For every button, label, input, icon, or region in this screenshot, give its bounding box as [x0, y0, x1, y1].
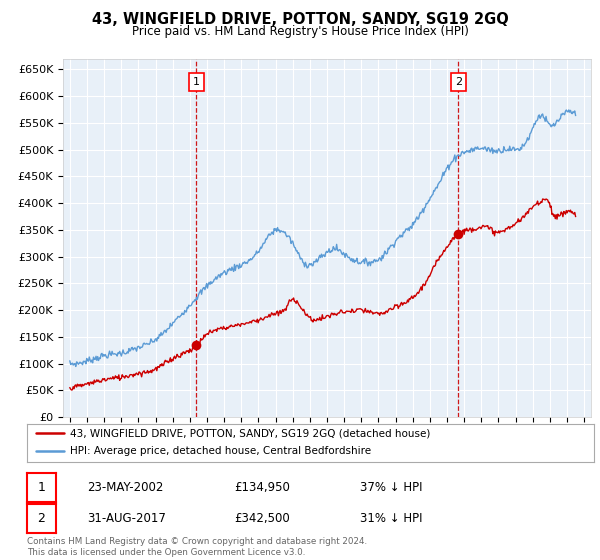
- Text: £134,950: £134,950: [234, 481, 290, 494]
- Text: 43, WINGFIELD DRIVE, POTTON, SANDY, SG19 2GQ: 43, WINGFIELD DRIVE, POTTON, SANDY, SG19…: [92, 12, 508, 27]
- Text: 2: 2: [455, 77, 462, 87]
- Text: HPI: Average price, detached house, Central Bedfordshire: HPI: Average price, detached house, Cent…: [70, 446, 371, 456]
- Text: 31% ↓ HPI: 31% ↓ HPI: [360, 512, 422, 525]
- Text: 1: 1: [193, 77, 200, 87]
- Text: Price paid vs. HM Land Registry's House Price Index (HPI): Price paid vs. HM Land Registry's House …: [131, 25, 469, 38]
- Text: 23-MAY-2002: 23-MAY-2002: [87, 481, 163, 494]
- Text: 1: 1: [37, 481, 46, 494]
- Text: Contains HM Land Registry data © Crown copyright and database right 2024.
This d: Contains HM Land Registry data © Crown c…: [27, 537, 367, 557]
- Text: 2: 2: [37, 512, 46, 525]
- Text: £342,500: £342,500: [234, 512, 290, 525]
- Text: 43, WINGFIELD DRIVE, POTTON, SANDY, SG19 2GQ (detached house): 43, WINGFIELD DRIVE, POTTON, SANDY, SG19…: [70, 428, 430, 438]
- Text: 37% ↓ HPI: 37% ↓ HPI: [360, 481, 422, 494]
- Text: 31-AUG-2017: 31-AUG-2017: [87, 512, 166, 525]
